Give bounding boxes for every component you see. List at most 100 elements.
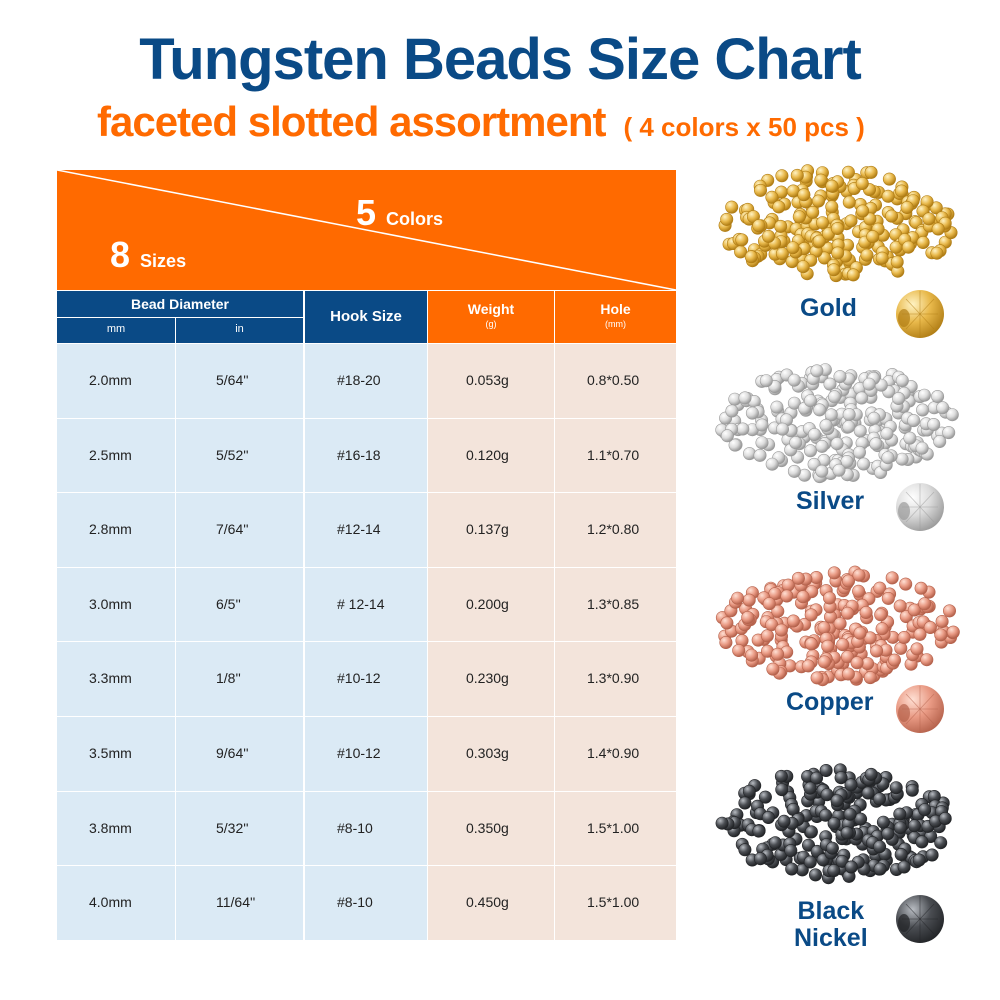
bead-dot [761,229,775,243]
bead-dot [916,403,930,417]
bead-dot [780,589,794,603]
subtitle-text: faceted slotted assortment [97,98,606,145]
bead-dot [796,590,810,604]
bead-dot [774,769,788,783]
bead-dot [796,260,810,274]
bead-dot [804,444,818,458]
bead-dot [885,571,899,585]
cell-hole: 1.3*0.85 [555,567,676,642]
bead-dot [931,389,945,403]
cell-hook-size: #8-10 [305,791,427,866]
bead-dot [842,195,856,209]
bead-dot [744,250,758,264]
bead-dot [931,222,945,236]
bead-dot [801,659,815,673]
bead-dot [836,638,850,652]
bead-facet [905,298,935,330]
bead-dot [786,614,800,628]
bead-dot [827,263,841,277]
bead-dot [719,636,733,650]
bead-dot [812,194,826,208]
weight-header: Weight (g) [428,291,554,343]
bead-dot [825,200,839,214]
table-row: 2.5mm 5/52'' #16-18 0.120g 1.1*0.70 [57,418,676,494]
sizes-count-label: 8 Sizes [110,234,186,276]
bead-dot [916,236,930,250]
cell-in: 5/32'' [176,791,303,866]
bead-dot [775,169,789,183]
bead-dot [912,853,926,867]
bead-dot [900,200,914,214]
bead-dot [832,463,846,477]
bead-dot [732,644,746,658]
bead-dot [894,641,908,655]
bead-hole [898,502,910,520]
sizes-word: Sizes [140,251,187,271]
bead-dot [813,403,827,417]
cell-mm: 2.8mm [57,493,175,567]
bead-dot [907,414,921,428]
bead-dot [768,836,782,850]
black-nickel-label-line2: Nickel [794,924,868,952]
bead-dot [901,240,915,254]
bead-dot [775,783,789,797]
bead-dot [841,165,855,179]
bead-dot [809,868,823,882]
bead-dot [907,603,921,617]
bead-dot [850,656,864,670]
sizes-count: 8 [110,234,131,275]
bead-dot [892,391,906,405]
bead-dot [812,234,826,248]
cell-mm: 2.5mm [57,418,175,493]
bead-dot [765,457,779,471]
bead-dot [888,653,902,667]
cell-weight: 0.450g [428,866,554,940]
bead-dot [753,448,767,462]
bead-dot [752,219,766,233]
bead-dot [755,418,769,432]
bead-panel-copper: Copper [712,563,962,743]
cell-mm: 3.0mm [57,567,175,642]
bead-dot [840,826,854,840]
bead-dot [784,844,798,858]
cell-weight: 0.120g [428,418,554,493]
bead-dot [787,464,801,478]
subtitle-note: ( 4 colors x 50 pcs ) [623,112,865,142]
bead-dot [853,445,867,459]
bead-dot [893,807,907,821]
bead-dot [852,584,866,598]
table-row: 2.8mm 7/64'' #12-14 0.137g 1.2*0.80 [57,493,676,568]
bead-dot [938,811,952,825]
bead-dot [827,816,841,830]
bead-dot [857,457,871,471]
bead-dot [808,428,822,442]
colors-count: 5 [356,192,377,233]
bead-dot [864,165,878,179]
bead-dot [833,370,847,384]
bead-dot [735,233,749,247]
bead-dot [738,391,752,405]
bead-dot [881,189,895,203]
page-subtitle: faceted slotted assortment ( 4 colors x 5… [97,98,865,146]
bead-dot [762,597,776,611]
bead-dot [844,860,858,874]
bead-dot [765,190,779,204]
bead-dot [819,418,833,432]
cell-in: 9/64'' [176,716,303,791]
bead-dot [867,411,881,425]
bead-dot [785,862,799,876]
cell-mm: 3.3mm [57,642,175,716]
bead-dot [920,653,934,667]
bead-dot [806,205,820,219]
cell-mm: 3.5mm [57,716,175,791]
bead-dot [863,671,877,685]
bead-dot [720,212,734,226]
bead-diameter-header: Bead Diameter [57,291,303,317]
bead-dot [861,786,875,800]
bead-dot [853,424,867,438]
bead-dot [787,373,801,387]
bead-dot [881,827,895,841]
bead-dot [873,792,887,806]
bead-dot [828,390,842,404]
bead-hole [898,704,910,722]
